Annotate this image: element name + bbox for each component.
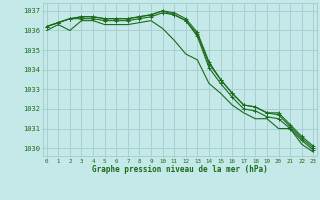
X-axis label: Graphe pression niveau de la mer (hPa): Graphe pression niveau de la mer (hPa): [92, 165, 268, 174]
